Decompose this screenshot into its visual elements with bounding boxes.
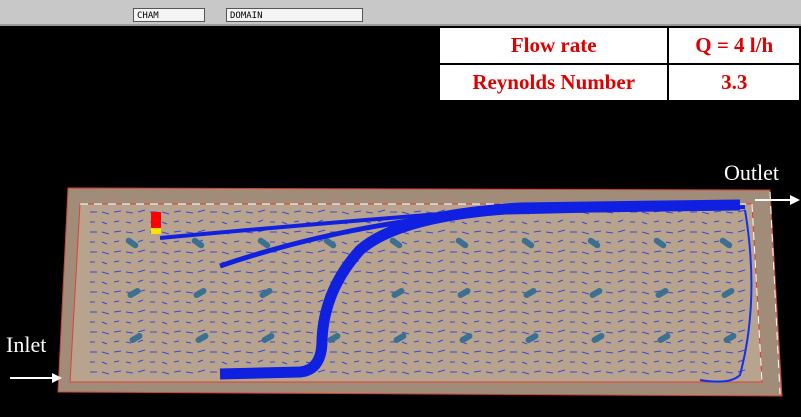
- toolbar: CHAM DOMAIN: [0, 0, 801, 26]
- table-row: Reynolds Number 3.3: [439, 64, 800, 101]
- table-cell: Flow rate: [439, 27, 668, 64]
- table-row: Flow rate Q = 4 l/h: [439, 27, 800, 64]
- outlet-label: Outlet: [724, 160, 779, 185]
- info-table: Flow rate Q = 4 l/h Reynolds Number 3.3: [438, 26, 801, 102]
- inlet-marker: [151, 228, 161, 234]
- table-cell: 3.3: [668, 64, 800, 101]
- text-field[interactable]: DOMAIN: [226, 8, 363, 22]
- text-field[interactable]: CHAM: [133, 8, 205, 22]
- screen: CHAM DOMAIN Outlet Inlet Flow rate Q = 4…: [0, 0, 801, 417]
- table-cell: Reynolds Number: [439, 64, 668, 101]
- inlet-label: Inlet: [6, 332, 46, 357]
- inlet-marker: [151, 212, 161, 228]
- table-cell: Q = 4 l/h: [668, 27, 800, 64]
- outlet-arrowhead: [790, 195, 800, 205]
